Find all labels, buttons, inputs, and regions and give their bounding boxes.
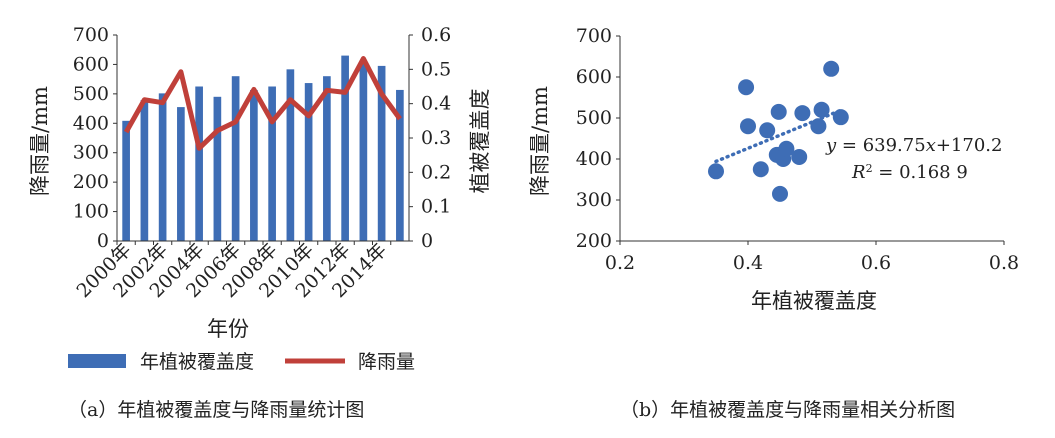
y-tick-label: 600 <box>73 53 109 75</box>
y-tick-label: 700 <box>576 25 612 47</box>
chart-a-ylabel: 降雨量/mm <box>28 86 52 196</box>
y2-tick-label: 0.4 <box>421 93 451 115</box>
y-tick-label: 200 <box>73 171 109 193</box>
y-tick-label: 200 <box>576 230 612 252</box>
y2-tick-label: 0.6 <box>421 24 451 46</box>
bar <box>268 86 276 241</box>
chart-a-line <box>123 56 402 151</box>
legend-label-bar: 年植被覆盖度 <box>140 351 254 373</box>
scatter-point <box>708 163 724 180</box>
y-tick-label: 300 <box>73 142 109 164</box>
bar <box>177 107 185 241</box>
y2-tick-label: 0.1 <box>421 196 451 218</box>
bar <box>231 76 240 241</box>
bar <box>213 96 222 241</box>
x-tick-label: 0.2 <box>605 252 635 274</box>
scatter-point <box>772 185 788 202</box>
bar <box>286 69 295 241</box>
legend-label-line: 降雨量 <box>358 351 415 373</box>
y-tick-label: 400 <box>576 148 612 170</box>
x-tick-label: 0.8 <box>989 252 1019 274</box>
y-tick-label: 500 <box>73 83 109 105</box>
y-tick-label: 0 <box>97 230 109 252</box>
x-tick-label: 0.6 <box>861 252 891 274</box>
scatter-point <box>813 101 830 118</box>
bar <box>304 83 313 241</box>
chart-a-legend: 年植被覆盖度 降雨量 <box>68 351 415 373</box>
bar <box>323 76 331 241</box>
y-tick-label: 400 <box>73 112 109 134</box>
bar <box>140 100 149 241</box>
bar <box>158 93 167 241</box>
x-tick-label: 0.4 <box>733 252 763 274</box>
y2-tick-label: 0.5 <box>421 58 451 80</box>
caption-a: （a）年植被覆盖度与降雨量统计图 <box>68 399 364 421</box>
regression-equation: y = 639.75x+170.2 <box>825 135 1002 156</box>
y-tick-label: 600 <box>576 66 612 88</box>
chart-a-xlabel: 年份 <box>207 317 249 341</box>
scatter-point <box>791 148 808 165</box>
bar <box>250 89 258 241</box>
y2-tick-label: 0 <box>421 230 433 252</box>
caption-b: （b）年植被覆盖度与降雨量相关分析图 <box>620 399 955 421</box>
chart-b: 200 300 400 500 600 700 0.2 0.4 0.6 0.8 降雨量/mm 年植… <box>528 25 1019 421</box>
bar <box>122 120 130 241</box>
y-tick-label: 500 <box>576 107 612 129</box>
bar <box>341 55 349 241</box>
scatter-point <box>823 60 840 77</box>
chart-b-axes: 200 300 400 500 600 700 0.2 0.4 0.6 0.8 <box>576 25 1019 274</box>
scatter-point <box>752 161 769 178</box>
chart-b-points <box>708 60 849 202</box>
y2-tick-label: 0.3 <box>421 127 451 149</box>
y2-tick-label: 0.2 <box>421 161 451 183</box>
scatter-point <box>794 105 811 122</box>
chart-a-y2label: 植被覆盖度 <box>468 89 492 194</box>
chart-b-xlabel: 年植被覆盖度 <box>751 289 877 313</box>
y-tick-label: 100 <box>73 201 109 223</box>
legend-swatch-bar <box>68 354 126 368</box>
scatter-point <box>832 109 849 126</box>
bar <box>195 86 203 241</box>
scatter-point <box>810 118 827 135</box>
scatter-point <box>759 122 776 139</box>
r-squared: R2 = 0.168 9 <box>851 162 968 184</box>
chart-b-ylabel: 降雨量/mm <box>528 86 552 196</box>
y-tick-label: 700 <box>73 24 109 46</box>
bar <box>359 62 368 241</box>
bar <box>377 65 386 242</box>
chart-a-bars <box>122 55 404 242</box>
bar <box>396 89 404 241</box>
scatter-point <box>740 118 756 135</box>
rainfall-line <box>123 56 402 151</box>
chart-a: 0 100 200 300 400 500 600 700 0 0.1 0.2 0.3 0.4 0.5 0.… <box>28 24 492 421</box>
scatter-point <box>770 103 787 120</box>
scatter-point <box>778 140 795 157</box>
y-tick-label: 300 <box>576 189 612 211</box>
scatter-point <box>738 79 755 96</box>
